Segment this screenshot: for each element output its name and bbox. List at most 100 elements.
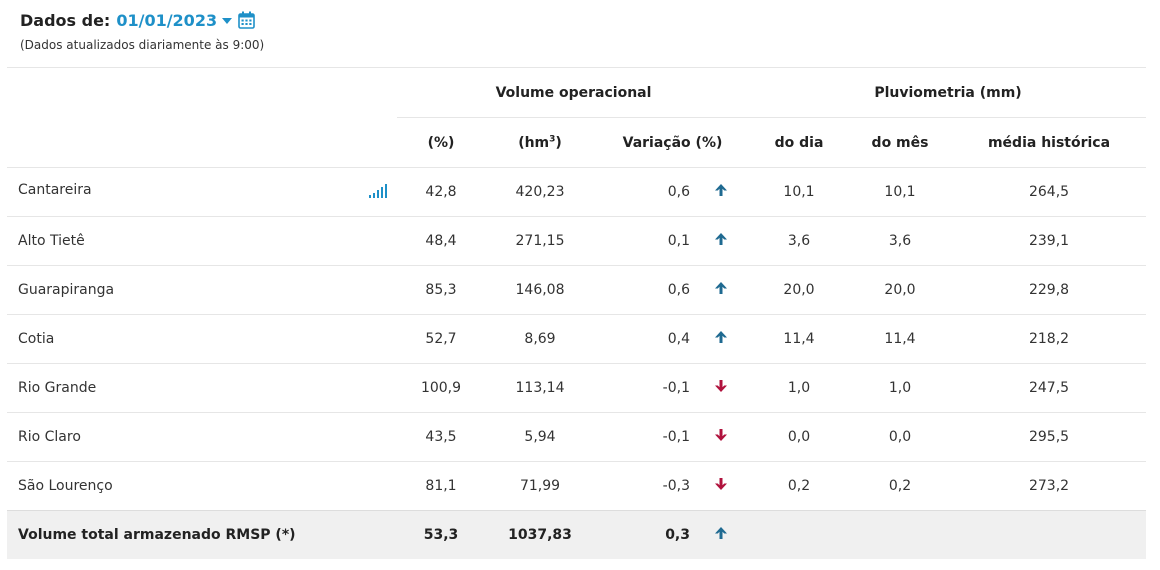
trend-cell: [690, 216, 751, 266]
trend-cell: [690, 265, 751, 315]
month-cell: 3,6: [848, 216, 953, 266]
pct-cell: 100,9: [397, 363, 485, 413]
col-header-variation: Variação (%): [595, 117, 751, 168]
month-cell: 0,2: [848, 461, 953, 511]
update-note: (Dados atualizados diariamente às 9:00): [20, 38, 265, 52]
month-cell: 0,0: [848, 412, 953, 462]
arrow-up-icon: [715, 184, 727, 196]
hm3-cell: 8,69: [485, 314, 595, 364]
arrow-down-icon: [715, 478, 727, 490]
historic-cell: 239,1: [952, 216, 1147, 266]
reservoir-name: Alto Tietê: [7, 216, 397, 266]
pct-cell: 85,3: [397, 265, 485, 315]
variation-cell: 0,6: [595, 167, 690, 217]
trend-cell: [690, 314, 751, 364]
header: Dados de: 01/01/2023: [20, 8, 255, 32]
historic-cell: 247,5: [952, 363, 1147, 413]
reservoir-name: Cantareira: [18, 182, 92, 198]
hm3-cell: 113,14: [485, 363, 595, 413]
table-row: Rio Grande 100,9 113,14 -0,1 1,0 1,0 247…: [7, 363, 1147, 413]
hm3-cell: 5,94: [485, 412, 595, 462]
col-header-day: do dia: [750, 117, 849, 168]
historic-cell: 273,2: [952, 461, 1147, 511]
pct-cell: 43,5: [397, 412, 485, 462]
date-picker[interactable]: 01/01/2023: [116, 11, 255, 30]
trend-cell: [690, 167, 751, 217]
day-cell: 0,2: [750, 461, 849, 511]
table-row: São Lourenço 81,1 71,99 -0,3 0,2 0,2 273…: [7, 461, 1147, 511]
bar-chart-icon[interactable]: [369, 184, 387, 202]
historic-cell: 295,5: [952, 412, 1147, 462]
total-hm3-cell: 1037,83: [485, 510, 595, 559]
group-header-row: Volume operacional Pluviometria (mm): [7, 67, 1147, 118]
reservoir-name: São Lourenço: [7, 461, 397, 511]
day-cell: 10,1: [750, 167, 849, 217]
day-cell: 11,4: [750, 314, 849, 364]
reservoir-table: Volume operacional Pluviometria (mm) (%)…: [7, 67, 1147, 559]
total-label: Volume total armazenado RMSP (*): [7, 510, 397, 559]
table-row: Cotia 52,7 8,69 0,4 11,4 11,4 218,2: [7, 314, 1147, 364]
total-empty-cell: [848, 510, 953, 559]
reservoir-name: Cotia: [7, 314, 397, 364]
table-row: Cantareira 42,8 420,23 0,6 10,1 10,1 264…: [7, 167, 1147, 217]
reservoir-name-cell: Cantareira: [7, 167, 397, 217]
total-row: Volume total armazenado RMSP (*) 53,3 10…: [7, 510, 1147, 559]
date-value[interactable]: 01/01/2023: [116, 10, 218, 30]
total-pct-cell: 53,3: [397, 510, 485, 559]
arrow-up-icon: [715, 331, 727, 343]
arrow-up-icon: [715, 282, 727, 294]
variation-cell: 0,1: [595, 216, 690, 266]
variation-cell: -0,1: [595, 363, 690, 413]
month-cell: 20,0: [848, 265, 953, 315]
pct-cell: 52,7: [397, 314, 485, 364]
hm3-cell: 146,08: [485, 265, 595, 315]
col-header-hm3-text: (hm: [518, 134, 550, 151]
blank-subheader: [7, 118, 397, 168]
variation-cell: 0,6: [595, 265, 690, 315]
day-cell: 20,0: [750, 265, 849, 315]
col-header-month: do mês: [848, 117, 953, 168]
historic-cell: 264,5: [952, 167, 1147, 217]
table-row: Rio Claro 43,5 5,94 -0,1 0,0 0,0 295,5: [7, 412, 1147, 462]
hm3-cell: 271,15: [485, 216, 595, 266]
trend-cell: [690, 461, 751, 511]
blank-header: [7, 67, 397, 118]
month-cell: 11,4: [848, 314, 953, 364]
month-cell: 10,1: [848, 167, 953, 217]
pct-cell: 81,1: [397, 461, 485, 511]
arrow-down-icon: [715, 380, 727, 392]
calendar-icon[interactable]: [238, 11, 255, 29]
day-cell: 3,6: [750, 216, 849, 266]
chevron-down-icon[interactable]: [222, 18, 233, 24]
trend-cell: [690, 363, 751, 413]
col-header-hm3-sup: 3: [549, 133, 556, 144]
total-empty-cell: [952, 510, 1147, 559]
reservoir-name: Rio Grande: [7, 363, 397, 413]
col-header-hm3: (hm3): [485, 117, 595, 168]
variation-cell: 0,4: [595, 314, 690, 364]
day-cell: 0,0: [750, 412, 849, 462]
arrow-up-icon: [715, 526, 727, 539]
volume-group-header: Volume operacional: [397, 67, 751, 118]
day-cell: 1,0: [750, 363, 849, 413]
table-row: Alto Tietê 48,4 271,15 0,1 3,6 3,6 239,1: [7, 216, 1147, 266]
historic-cell: 218,2: [952, 314, 1147, 364]
total-empty-cell: [750, 510, 849, 559]
hm3-cell: 420,23: [485, 167, 595, 217]
total-variation-cell: 0,3: [595, 510, 690, 559]
total-trend-cell: [690, 510, 751, 559]
col-header-historic: média histórica: [952, 117, 1147, 168]
hm3-cell: 71,99: [485, 461, 595, 511]
reservoir-name: Guarapiranga: [7, 265, 397, 315]
trend-cell: [690, 412, 751, 462]
col-header-pct: (%): [397, 117, 485, 168]
column-header-row: (%) (hm3) Variação (%) do dia do mês méd…: [7, 117, 1147, 168]
page-title: Dados de:: [20, 10, 111, 30]
month-cell: 1,0: [848, 363, 953, 413]
variation-cell: -0,3: [595, 461, 690, 511]
variation-cell: -0,1: [595, 412, 690, 462]
table-row: Guarapiranga 85,3 146,08 0,6 20,0 20,0 2…: [7, 265, 1147, 315]
arrow-down-icon: [715, 429, 727, 441]
historic-cell: 229,8: [952, 265, 1147, 315]
arrow-up-icon: [715, 233, 727, 245]
